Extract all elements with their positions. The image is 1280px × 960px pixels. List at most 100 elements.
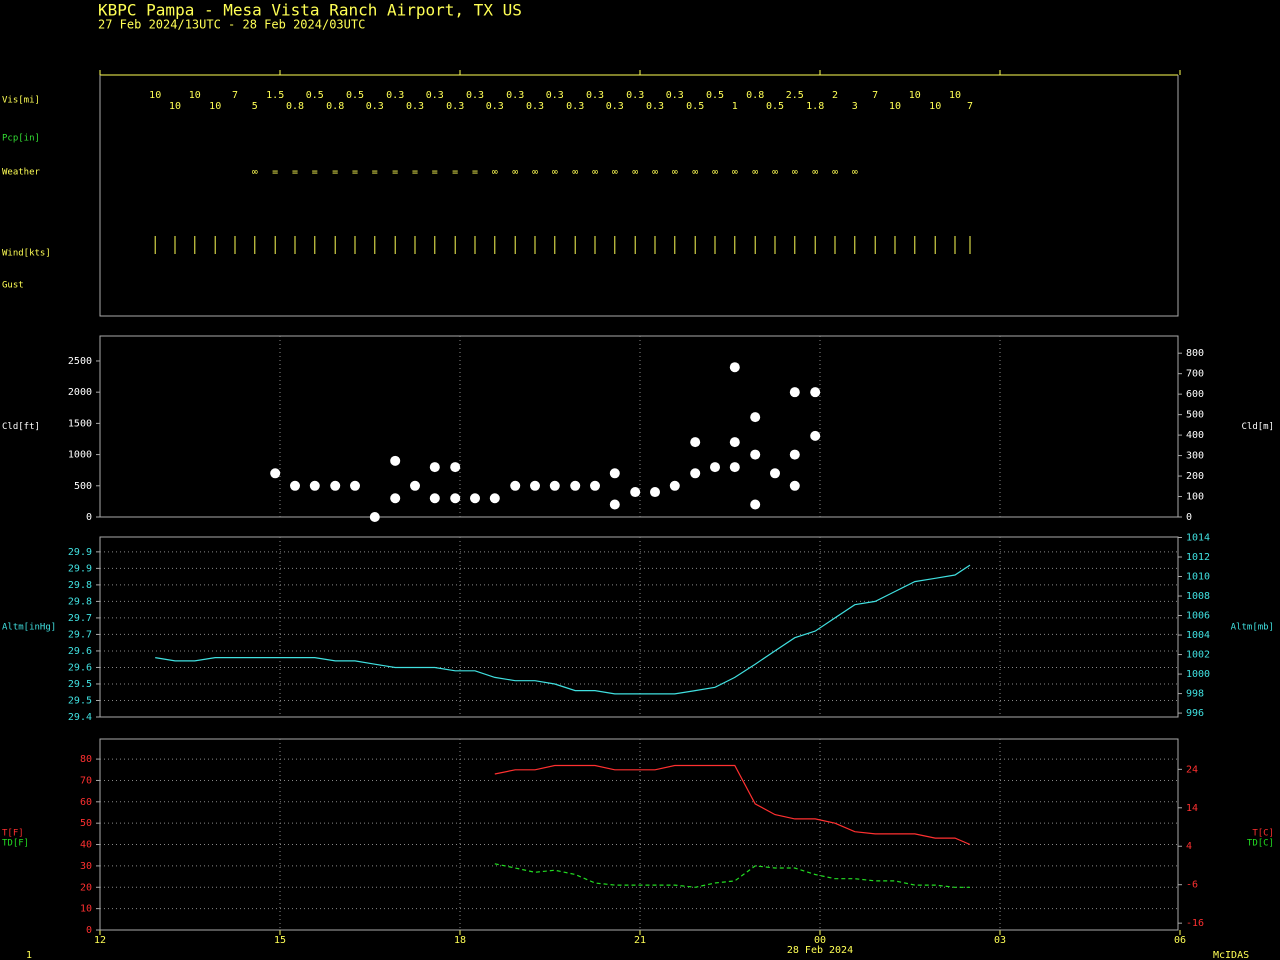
title: KBPC Pampa - Mesa Vista Ranch Airport, T…	[98, 1, 522, 20]
row-label: Pcp[in]	[2, 134, 40, 144]
cloud-point	[729, 462, 740, 473]
cloud-point	[410, 480, 420, 491]
cloud-point	[750, 449, 761, 460]
visibility-value: 10	[909, 90, 921, 101]
y2-tick-label: 1002	[1186, 650, 1210, 661]
visibility-value: 0.3	[486, 101, 504, 112]
cloud-point	[330, 480, 341, 491]
weather-symbol: ∞	[592, 167, 598, 178]
weather-symbol: ∞	[612, 167, 618, 178]
visibility-value: 1.5	[266, 90, 284, 101]
visibility-value: 0.3	[626, 90, 644, 101]
y-tick-label: 10	[80, 904, 92, 915]
cloud-point	[429, 462, 440, 473]
subtitle: 27 Feb 2024/13UTC - 28 Feb 2024/03UTC	[98, 18, 365, 32]
y-tick-label: 500	[74, 481, 92, 492]
y2-tick-label: 400	[1186, 430, 1204, 441]
cloud-point	[789, 449, 800, 460]
y2-tick-label: 0	[1186, 512, 1192, 523]
y2-tick-label: 300	[1186, 451, 1204, 462]
panel-border	[99, 75, 1179, 317]
y2-tick-label: 996	[1186, 708, 1204, 719]
visibility-value: 0.8	[326, 101, 344, 112]
cloud-point	[390, 455, 401, 466]
visibility-value: 0.5	[766, 101, 784, 112]
visibility-value: 0.5	[306, 90, 324, 101]
cloud-point	[690, 437, 701, 448]
series-line	[155, 564, 971, 695]
weather-symbol: =	[332, 167, 338, 178]
cloud-point	[810, 430, 821, 441]
cloud-point	[710, 462, 720, 473]
cloud-point	[489, 493, 500, 504]
weather-symbol: ∞	[252, 167, 258, 178]
y2-tick-label: 1004	[1186, 630, 1210, 641]
x-tick-label: 18	[454, 935, 466, 946]
y-tick-label: 29.8	[68, 580, 92, 591]
panel-border	[99, 536, 1179, 718]
y-tick-label: 0	[86, 925, 92, 936]
weather-symbol: ∞	[532, 167, 538, 178]
weather-symbol: ∞	[632, 167, 638, 178]
weather-symbol: =	[372, 167, 378, 178]
y2-axis-label: Cld[m]	[1241, 422, 1274, 432]
legend-right: TD[C]	[1247, 839, 1274, 849]
y2-tick-label: 1008	[1186, 591, 1210, 602]
cloud-point	[590, 480, 600, 491]
y2-tick-label: 200	[1186, 471, 1204, 482]
visibility-value: 10	[929, 101, 941, 112]
cloud-point	[729, 437, 740, 448]
y2-tick-label: 1006	[1186, 611, 1210, 622]
weather-symbol: =	[452, 167, 458, 178]
visibility-value: 10	[189, 90, 201, 101]
cloud-point	[309, 480, 320, 491]
row-label: Gust	[2, 281, 24, 291]
visibility-value: 5	[252, 101, 258, 112]
x-tick-label: 06	[1174, 935, 1186, 946]
visibility-value: 0.5	[346, 90, 364, 101]
cloud-point	[510, 480, 521, 491]
y-tick-label: 1500	[68, 418, 92, 429]
cloud-point	[390, 493, 401, 504]
weather-symbol: ∞	[752, 167, 758, 178]
y2-tick-label: 1012	[1186, 552, 1210, 563]
cloud-point	[750, 412, 761, 423]
visibility-value: 7	[967, 101, 973, 112]
weather-symbol: =	[312, 167, 318, 178]
y-tick-label: 20	[80, 882, 92, 893]
y-axis-label: Cld[ft]	[2, 422, 40, 432]
weather-symbol: ∞	[792, 167, 798, 178]
weather-symbol: =	[472, 167, 478, 178]
series-line	[494, 764, 971, 846]
cloud-point	[609, 499, 620, 510]
y2-tick-label: -6	[1186, 880, 1198, 891]
weather-symbol: =	[432, 167, 438, 178]
y2-tick-label: 1000	[1186, 669, 1210, 680]
cloud-point	[690, 468, 701, 479]
visibility-value: 0.5	[706, 90, 724, 101]
cloud-point	[429, 493, 440, 504]
y-tick-label: 29.7	[68, 629, 92, 640]
visibility-value: 0.3	[526, 101, 544, 112]
visibility-value: 0.3	[666, 90, 684, 101]
y-tick-label: 29.7	[68, 613, 92, 624]
y-tick-label: 29.9	[68, 563, 92, 574]
row-label: Weather	[2, 168, 41, 178]
panel-border	[99, 738, 1179, 931]
y-tick-label: 29.8	[68, 596, 92, 607]
weather-symbol: =	[412, 167, 418, 178]
cloud-point	[789, 387, 800, 398]
cloud-point	[650, 487, 660, 498]
y-tick-label: 0	[86, 512, 92, 523]
cloud-point	[549, 480, 560, 491]
x-tick-label: 00	[814, 935, 826, 946]
weather-symbol: ∞	[772, 167, 778, 178]
visibility-value: 2	[832, 90, 838, 101]
y2-tick-label: 500	[1186, 410, 1204, 421]
y2-tick-label: 1010	[1186, 572, 1210, 583]
y-tick-label: 50	[80, 818, 92, 829]
y-tick-label: 29.6	[68, 646, 92, 657]
y-tick-label: 2500	[68, 356, 92, 367]
y-axis-label: Altm[inHg]	[2, 623, 56, 633]
